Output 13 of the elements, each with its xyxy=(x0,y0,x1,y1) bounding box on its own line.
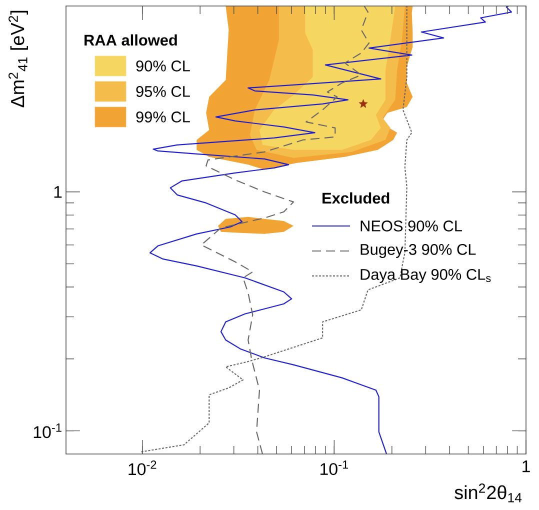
legend-label: Bugey-3 90% CL xyxy=(360,244,476,258)
x-tick-label: 10$^{-2}$ xyxy=(128,460,156,476)
legend-title: RAA allowed xyxy=(84,34,177,46)
x-axis-title: sin$^{2}$2θ$_{14}$ xyxy=(454,484,522,502)
legend-label: 99% CL xyxy=(136,112,190,122)
x-tick-label: 10$^{-1}$ xyxy=(320,460,348,476)
legend-label: 90% CL xyxy=(136,60,190,72)
legend-label: Daya Bay 90% CL$_{s}$ xyxy=(360,268,491,283)
legend-label: 95% CL xyxy=(136,86,190,97)
y-axis-title: Δm$^{2}$$_{41}$ [eV$^{2}$] xyxy=(8,10,28,108)
annotation: Excluded xyxy=(322,192,390,204)
x-tick-label: 1 xyxy=(522,460,530,472)
legend-label: NEOS 90% CL xyxy=(360,220,462,232)
